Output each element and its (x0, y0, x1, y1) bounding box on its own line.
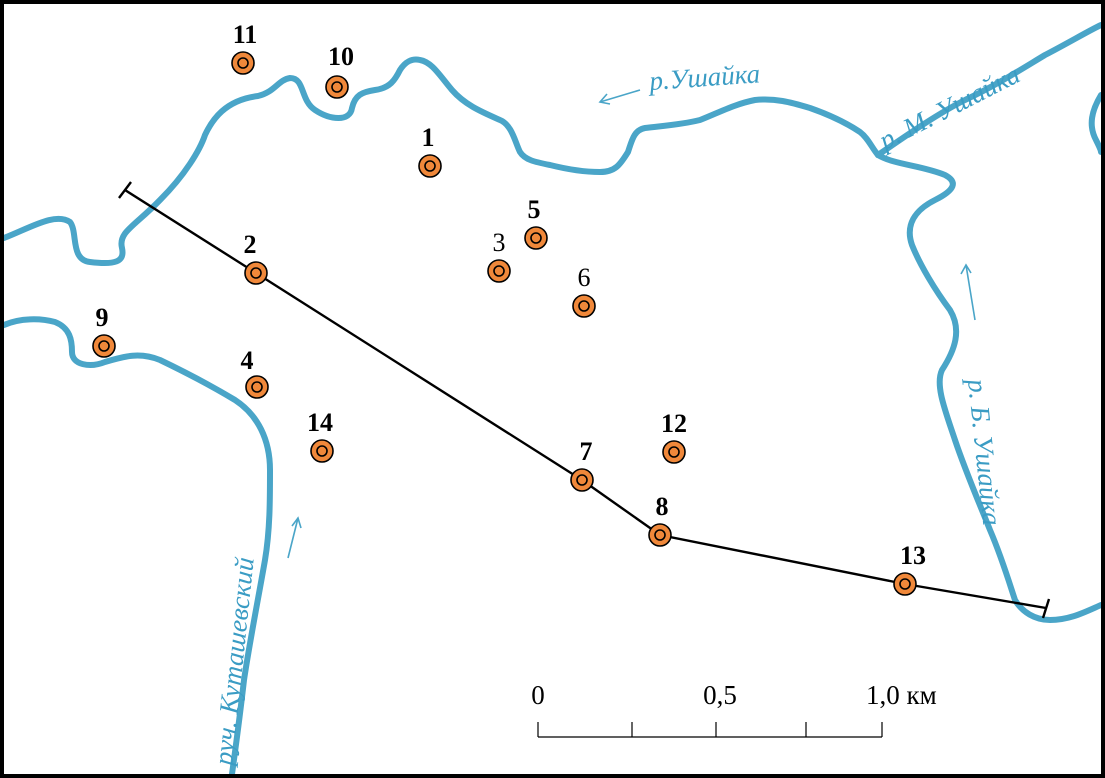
scale-label-0-5: 0,5 (703, 680, 737, 710)
river-ushaika (4, 56, 881, 267)
well-2-label: 2 (244, 230, 257, 259)
label-b-ushaika: р. Б. Ушайка (962, 376, 1007, 527)
well-4: 4 (241, 346, 269, 399)
scale-label-1-0-km: 1,0 км (866, 680, 937, 710)
river-kutashevsky (4, 316, 273, 774)
profile-line (118, 181, 1051, 619)
well-5-label: 5 (528, 195, 541, 224)
well-8-label: 8 (656, 492, 669, 521)
well-9: 9 (92, 303, 116, 358)
river-right-branch (1088, 92, 1101, 155)
river-m-ushaika (875, 22, 1101, 158)
map-canvas: р.Ушайка р. М. Ушайка р. Б. Ушайка руч. … (4, 20, 1101, 774)
well-3: 3 (487, 228, 511, 283)
well-13: 13 (893, 541, 926, 596)
well-11-label: 11 (233, 20, 258, 49)
well-13-label: 13 (900, 541, 926, 570)
well-3-label: 3 (493, 228, 506, 257)
well-1-label: 1 (422, 123, 435, 152)
well-8: 8 (648, 492, 672, 547)
label-kutashevsky: руч. Куташевский (208, 555, 260, 768)
well-12-label: 12 (661, 409, 687, 438)
well-6: 6 (572, 263, 596, 318)
well-5: 5 (524, 195, 548, 250)
river-b-ushaika (875, 152, 1101, 623)
scale-bar: 0 0,5 1,0 км (531, 680, 937, 738)
well-7-label: 7 (580, 437, 593, 466)
well-7: 7 (570, 437, 594, 492)
well-6-label: 6 (578, 263, 591, 292)
flow-arrow-kutashevsky-icon (287, 516, 302, 559)
well-10: 10 (325, 42, 354, 99)
well-1: 1 (418, 123, 442, 178)
well-9-label: 9 (96, 303, 109, 332)
well-4-label: 4 (241, 346, 254, 375)
well-12: 12 (661, 409, 687, 464)
scale-label-0: 0 (531, 680, 545, 710)
well-14-label: 14 (307, 408, 333, 437)
well-10-label: 10 (328, 42, 354, 71)
flow-arrow-ushaika-icon (598, 89, 641, 105)
well-2: 2 (244, 230, 268, 285)
well-11: 11 (231, 20, 258, 75)
label-m-ushaika: р. М. Ушайка (872, 59, 1024, 156)
flow-arrow-b-ushaika-icon (960, 263, 976, 321)
well-14: 14 (307, 408, 334, 463)
label-ushaika: р.Ушайка (646, 58, 761, 96)
